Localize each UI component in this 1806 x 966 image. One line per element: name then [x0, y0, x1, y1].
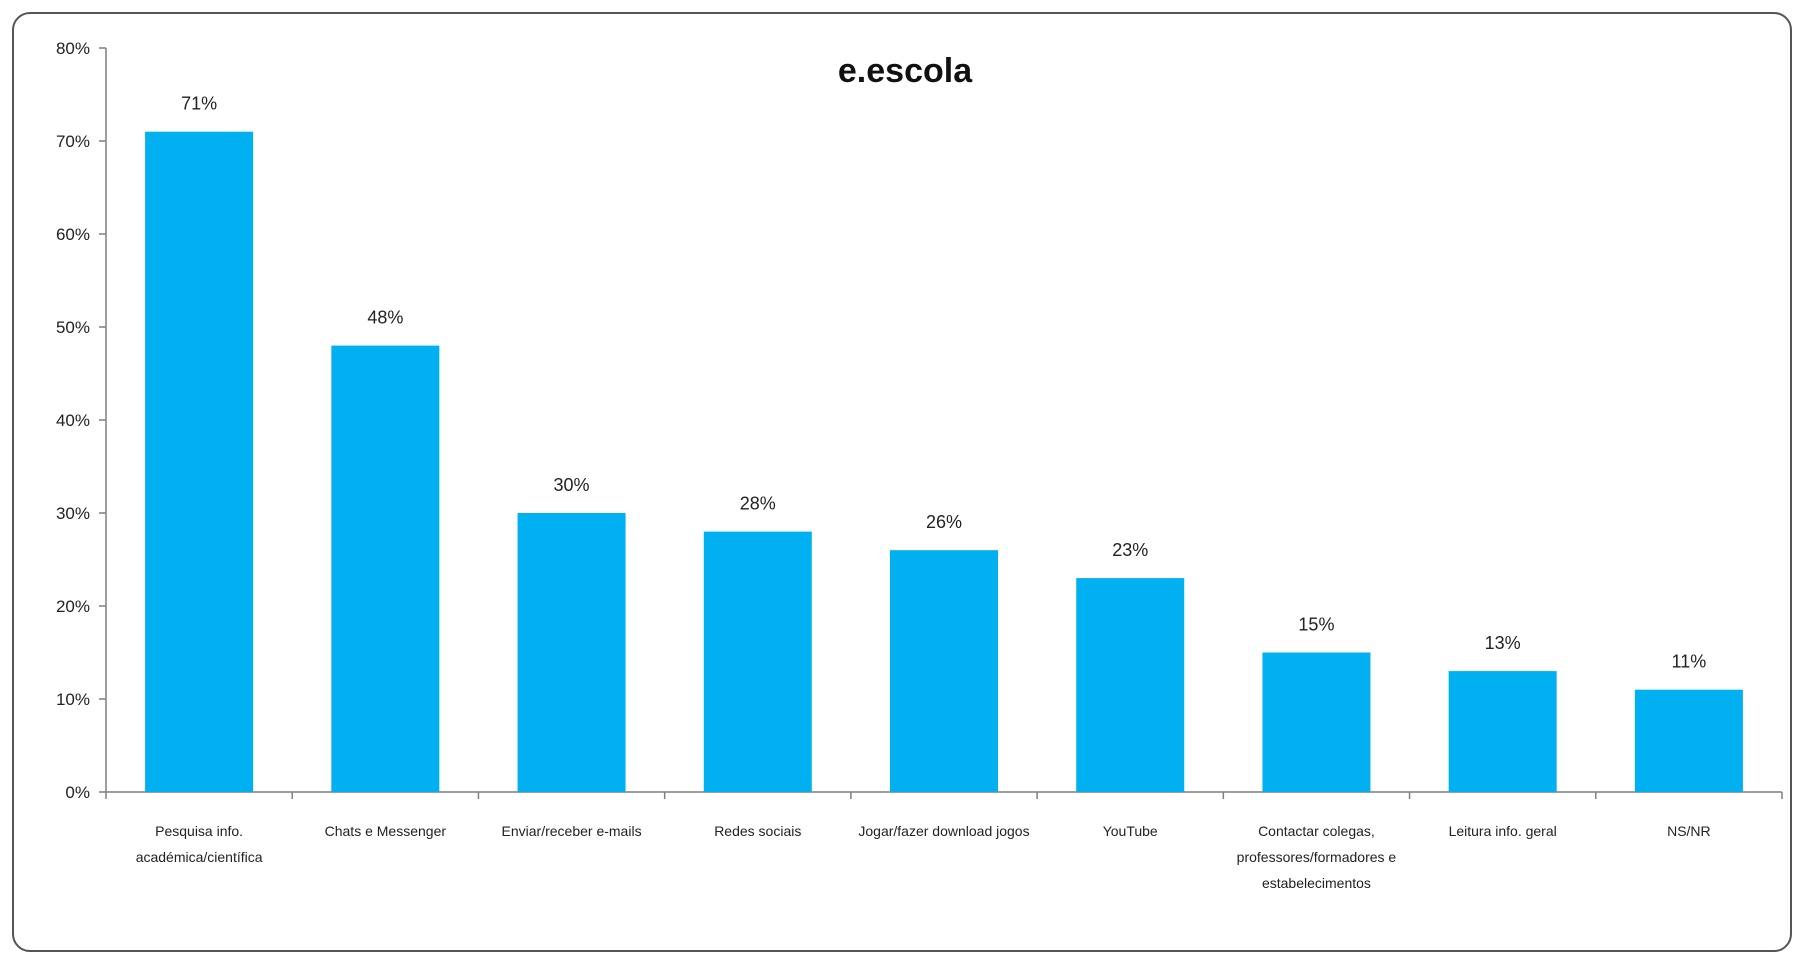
data-label: 11%	[1672, 652, 1707, 672]
bar	[703, 531, 812, 792]
category-label: professores/formadores e	[1237, 849, 1397, 865]
category-label: Contactar colegas,	[1258, 823, 1375, 839]
chart-title: e.escola	[838, 52, 973, 90]
data-label: 13%	[1485, 633, 1521, 653]
category-label: académica/científica	[136, 849, 263, 865]
data-label: 15%	[1298, 615, 1334, 635]
bar	[145, 131, 254, 792]
bar	[331, 345, 440, 792]
y-tick-label: 50%	[56, 318, 90, 337]
category-label: Jogar/fazer download jogos	[858, 823, 1029, 839]
category-label: Enviar/receber e-mails	[502, 823, 642, 839]
y-axis: 0% 10% 20% 30% 40% 50% 60% 70% 80%	[56, 39, 107, 802]
y-tick-label: 70%	[56, 132, 90, 151]
category-label: Chats e Messenger	[325, 823, 447, 839]
y-tick-label: 10%	[56, 690, 90, 709]
y-tick-label: 30%	[56, 504, 90, 523]
bar	[1262, 652, 1371, 792]
x-axis	[105, 791, 1783, 799]
data-label: 71%	[181, 94, 217, 114]
bar	[1448, 671, 1557, 792]
data-label: 48%	[367, 308, 403, 328]
category-label: YouTube	[1103, 823, 1158, 839]
y-tick-label: 20%	[56, 597, 90, 616]
category-label: Pesquisa info.	[155, 823, 243, 839]
y-tick-label: 60%	[56, 225, 90, 244]
y-tick-label: 40%	[56, 411, 90, 430]
data-label: 23%	[1112, 540, 1148, 560]
chart-frame	[12, 12, 1792, 952]
y-tick-label: 80%	[56, 39, 90, 58]
y-tick-label: 0%	[65, 783, 90, 802]
bar	[1076, 578, 1185, 792]
category-label: Redes sociais	[714, 823, 801, 839]
data-label: 28%	[740, 494, 776, 514]
bar	[1634, 689, 1743, 792]
bar	[889, 550, 999, 792]
bar	[517, 513, 626, 792]
category-label: NS/NR	[1667, 823, 1711, 839]
category-label: estabelecimentos	[1262, 875, 1371, 891]
category-labels: Pesquisa info. académica/científica Chats …	[136, 823, 1711, 891]
data-labels: 71% 48% 30% 28% 26% 23% 15% 13% 11%	[181, 94, 1706, 672]
data-label: 26%	[926, 512, 962, 532]
data-label: 30%	[554, 475, 590, 495]
bars	[145, 131, 1743, 792]
category-label: Leitura info. geral	[1449, 823, 1557, 839]
